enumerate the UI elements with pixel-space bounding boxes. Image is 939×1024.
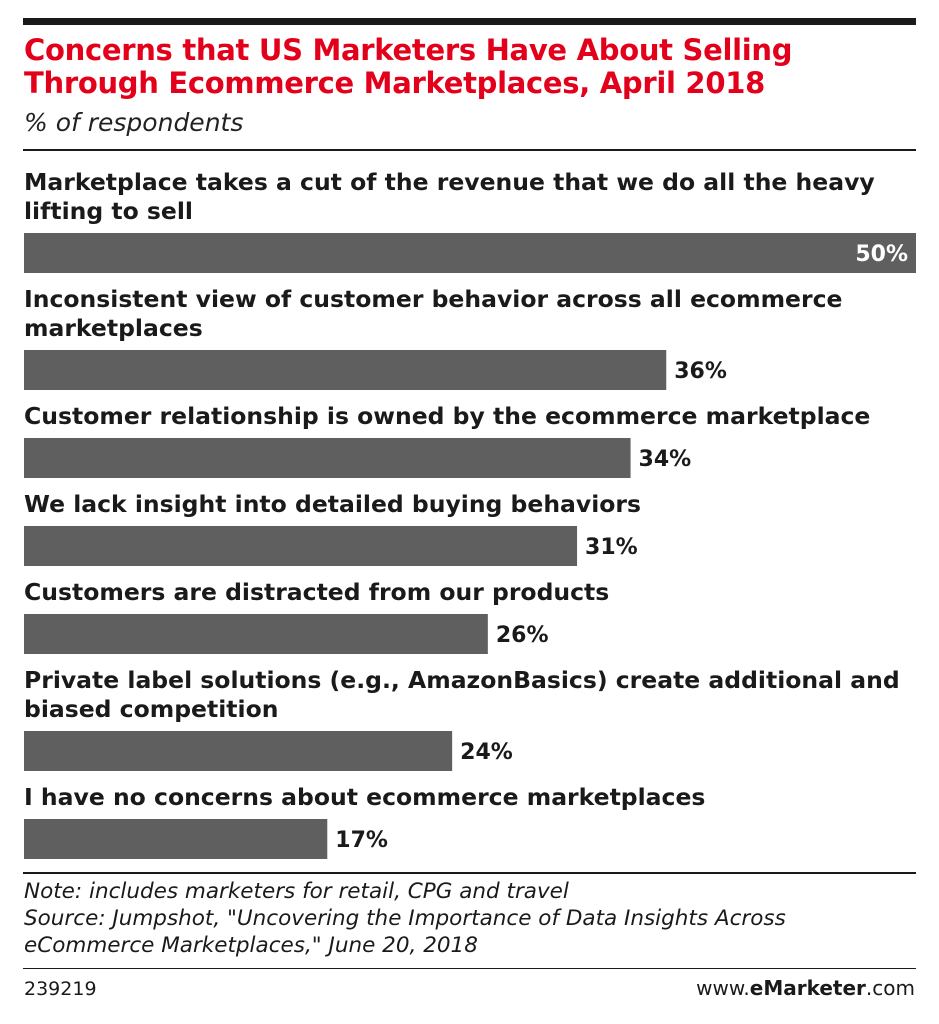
bar xyxy=(24,233,916,273)
chart-id: 239219 xyxy=(24,978,97,1000)
bar xyxy=(24,819,328,859)
bar-chart: Marketplace takes a cut of the revenue t… xyxy=(24,168,916,859)
chart-subtitle: % of respondents xyxy=(24,108,244,137)
category-label: We lack insight into detailed buying beh… xyxy=(24,490,641,518)
bar xyxy=(24,350,667,390)
value-label: 17% xyxy=(335,828,388,853)
brand-suffix: .com xyxy=(865,976,915,1000)
value-label: 50% xyxy=(855,242,908,267)
footer-divider xyxy=(23,968,916,969)
chart-title: Concerns that US Marketers Have About Se… xyxy=(24,33,793,100)
value-label: 26% xyxy=(496,623,549,648)
top-rule xyxy=(23,18,916,25)
bar xyxy=(24,614,488,654)
category-label: Private label solutions (e.g., AmazonBas… xyxy=(24,666,900,723)
category-label: Marketplace takes a cut of the revenue t… xyxy=(24,168,875,225)
value-label: 34% xyxy=(639,447,692,472)
note-text: Note: includes marketers for retail, CPG… xyxy=(24,879,569,904)
notes-divider xyxy=(23,872,916,874)
category-label: Customer relationship is owned by the ec… xyxy=(24,402,870,430)
brand-logo: www.eMarketer.com xyxy=(696,976,915,1000)
value-label: 36% xyxy=(674,359,727,384)
bar xyxy=(24,731,453,771)
value-label: 24% xyxy=(460,740,513,765)
category-label: Inconsistent view of customer behavior a… xyxy=(24,285,842,342)
bar xyxy=(24,526,578,566)
notes-block: Note: includes marketers for retail, CPG… xyxy=(24,878,914,959)
brand-prefix: www. xyxy=(696,976,750,1000)
title-divider xyxy=(23,149,916,151)
value-label: 31% xyxy=(585,535,638,560)
category-label: Customers are distracted from our produc… xyxy=(24,578,609,606)
brand-name: eMarketer xyxy=(749,976,866,1000)
bar xyxy=(24,438,631,478)
category-label: I have no concerns about ecommerce marke… xyxy=(24,783,705,811)
source-text-line2: eCommerce Marketplaces," June 20, 2018 xyxy=(24,933,478,958)
source-text-line1: Source: Jumpshot, "Uncovering the Import… xyxy=(24,906,786,931)
